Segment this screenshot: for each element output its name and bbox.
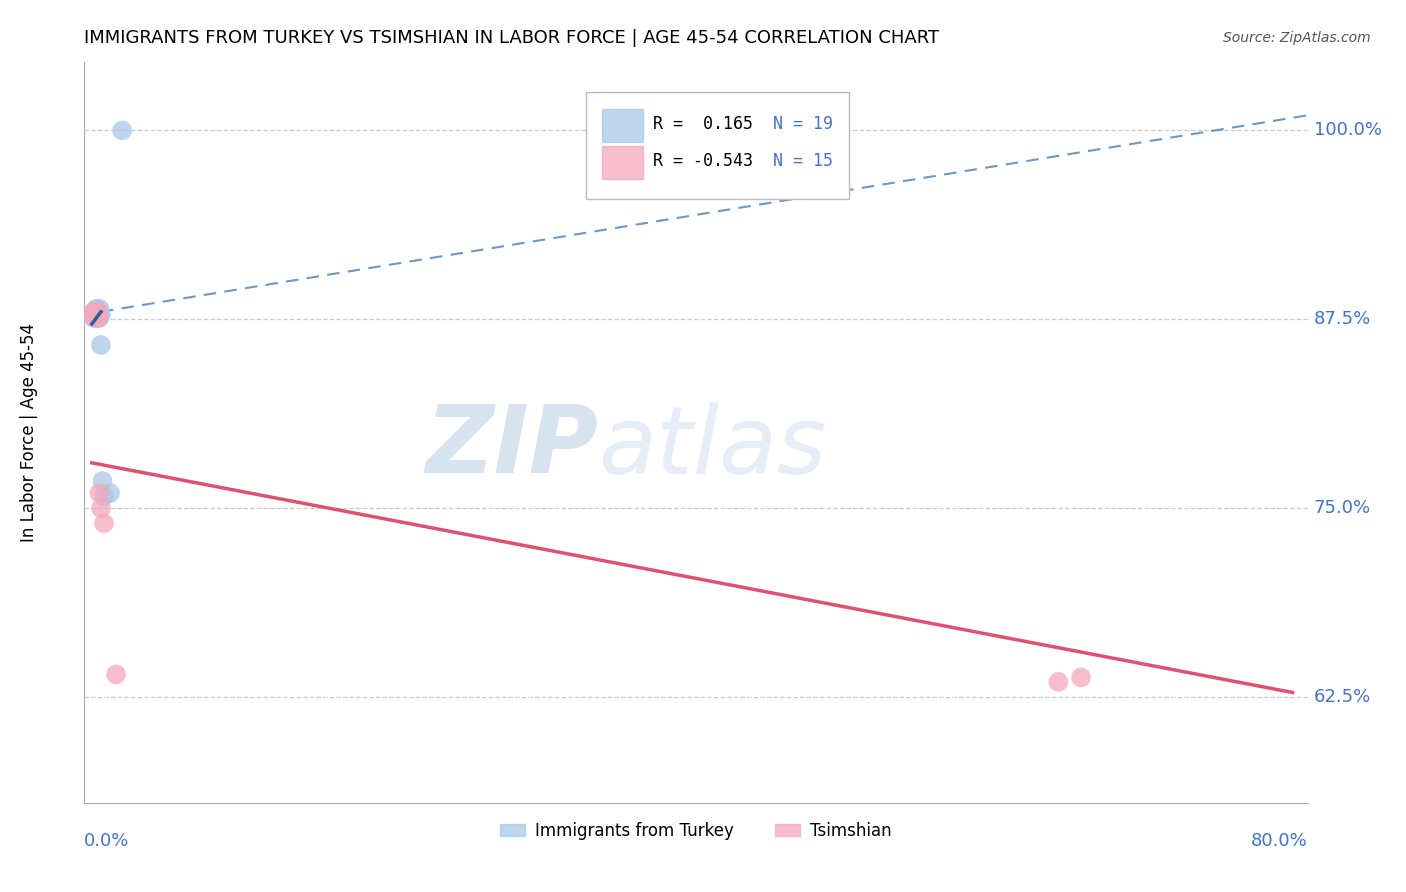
Point [98, 486, 121, 500]
Point [84, 310, 107, 325]
Point [82, 310, 104, 325]
Point [82, 304, 104, 318]
Point [84, 304, 107, 318]
Point [89, 301, 111, 316]
Text: 87.5%: 87.5% [1313, 310, 1371, 328]
Point [82, 308, 104, 322]
Point [86, 308, 108, 322]
FancyBboxPatch shape [602, 109, 644, 142]
Point [86, 308, 108, 322]
Point [111, 123, 134, 137]
Text: ZIP: ZIP [425, 401, 598, 493]
Point [86, 310, 108, 325]
Point [89, 308, 111, 322]
Text: 75.0%: 75.0% [1313, 500, 1371, 517]
Point [87, 304, 110, 318]
Point [87, 308, 110, 322]
Point [1070, 670, 1092, 684]
Point [86, 304, 108, 318]
Point [87, 304, 110, 318]
Text: N = 15: N = 15 [773, 152, 832, 169]
Point [87, 310, 110, 325]
Point [93, 489, 115, 503]
Text: In Labor Force | Age 45-54: In Labor Force | Age 45-54 [20, 323, 38, 542]
Point [87, 310, 110, 325]
Point [84, 308, 107, 322]
Point [90, 501, 112, 516]
Point [1047, 674, 1070, 689]
Text: 0.0%: 0.0% [84, 832, 129, 850]
Point [93, 516, 115, 531]
Point [89, 486, 111, 500]
Text: 80.0%: 80.0% [1251, 832, 1308, 850]
Text: 100.0%: 100.0% [1313, 121, 1382, 139]
Text: atlas: atlas [598, 402, 827, 493]
Point [86, 310, 108, 325]
Point [91, 474, 114, 488]
Text: R =  0.165: R = 0.165 [654, 115, 754, 133]
Point [105, 667, 128, 681]
Point [90, 338, 112, 352]
Text: Source: ZipAtlas.com: Source: ZipAtlas.com [1223, 31, 1371, 45]
FancyBboxPatch shape [602, 146, 644, 178]
FancyBboxPatch shape [586, 92, 849, 200]
Text: 62.5%: 62.5% [1313, 688, 1371, 706]
Text: R = -0.543: R = -0.543 [654, 152, 754, 169]
Point [86, 304, 108, 318]
Point [86, 301, 108, 316]
Legend: Immigrants from Turkey, Tsimshian: Immigrants from Turkey, Tsimshian [494, 815, 898, 847]
Point [89, 310, 111, 325]
Text: N = 19: N = 19 [773, 115, 832, 133]
Text: IMMIGRANTS FROM TURKEY VS TSIMSHIAN IN LABOR FORCE | AGE 45-54 CORRELATION CHART: IMMIGRANTS FROM TURKEY VS TSIMSHIAN IN L… [84, 29, 939, 47]
Point [87, 308, 110, 322]
Point [90, 308, 112, 322]
